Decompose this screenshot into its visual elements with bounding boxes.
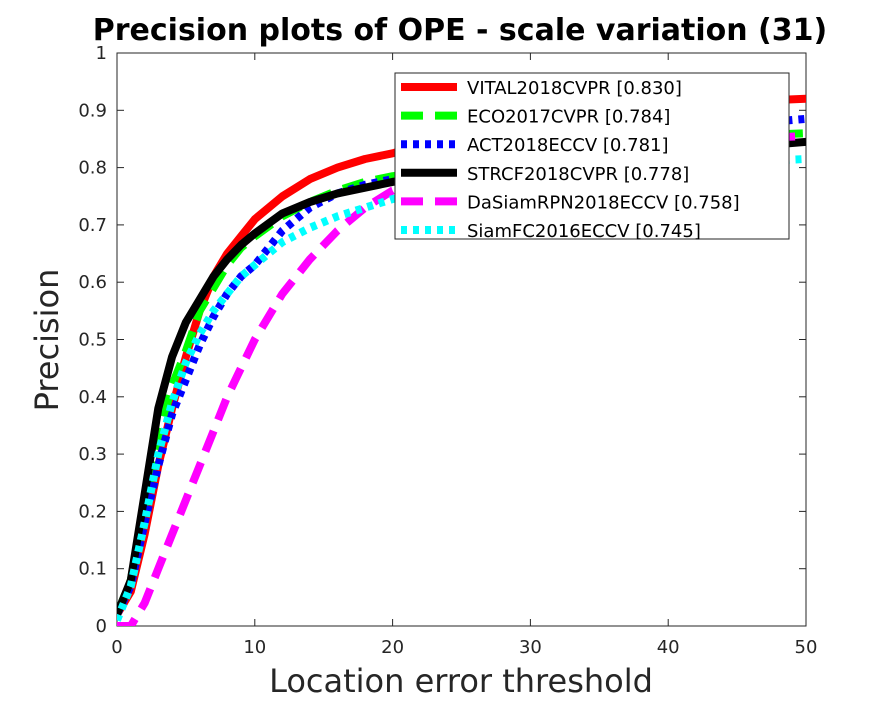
x-tick-label: 10 xyxy=(243,637,266,658)
legend-label-1: ECO2017CVPR [0.784] xyxy=(467,107,670,128)
y-tick-label: 0.8 xyxy=(78,158,107,179)
x-axis-label: Location error threshold xyxy=(269,662,653,700)
legend-label-3: STRCF2018CVPR [0.778] xyxy=(467,164,689,185)
y-tick-label: 0.7 xyxy=(78,215,107,236)
y-tick-label: 0.9 xyxy=(78,100,107,121)
y-tick-label: 0.3 xyxy=(78,444,107,465)
y-tick-label: 0.5 xyxy=(78,330,107,351)
y-tick-label: 0.4 xyxy=(78,387,107,408)
y-tick-label: 0 xyxy=(96,616,107,637)
legend-label-2: ACT2018ECCV [0.781] xyxy=(467,135,669,156)
legend-label-4: DaSiamRPN2018ECCV [0.758] xyxy=(467,192,740,213)
x-tick-label: 50 xyxy=(795,637,818,658)
x-tick-label: 20 xyxy=(381,637,404,658)
x-tick-label: 40 xyxy=(657,637,680,658)
x-tick-label: 30 xyxy=(519,637,542,658)
chart-title: Precision plots of OPE - scale variation… xyxy=(93,13,827,48)
y-tick-label: 0.2 xyxy=(78,501,107,522)
y-tick-label: 0.1 xyxy=(78,559,107,580)
legend-box xyxy=(394,72,790,240)
y-axis: 0 0.1 0.2 0.3 0.4 0.5 0.6 0.7 0.8 0.9 1 xyxy=(78,43,806,637)
x-axis: 0 10 20 30 40 50 xyxy=(111,53,817,658)
legend-label-0: VITAL2018CVPR [0.830] xyxy=(467,78,682,99)
y-tick-label: 1 xyxy=(96,43,107,64)
y-axis-label: Precision xyxy=(28,269,66,412)
legend-label-5: SiamFC2016ECCV [0.745] xyxy=(467,221,701,242)
x-tick-label: 0 xyxy=(111,637,122,658)
series-line-4 xyxy=(117,132,806,626)
legend: VITAL2018CVPR [0.830] ECO2017CVPR [0.784]… xyxy=(394,72,790,242)
y-tick-label: 0.6 xyxy=(78,272,107,293)
